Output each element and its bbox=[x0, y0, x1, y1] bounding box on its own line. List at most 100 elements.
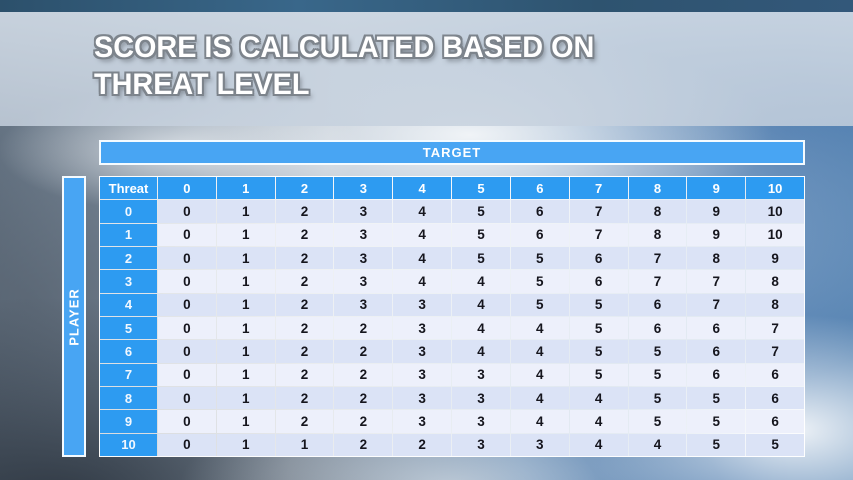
score-cell: 9 bbox=[687, 200, 746, 223]
score-cell: 4 bbox=[510, 340, 569, 363]
score-cell: 9 bbox=[746, 247, 804, 270]
score-cell: 3 bbox=[452, 363, 510, 386]
score-cell: 2 bbox=[275, 200, 334, 223]
row-header-cell: 8 bbox=[100, 387, 157, 410]
score-cell: 9 bbox=[687, 223, 746, 246]
score-cell: 0 bbox=[158, 363, 216, 386]
score-cell: 4 bbox=[569, 433, 628, 456]
score-cell: 1 bbox=[216, 223, 275, 246]
score-cell: 7 bbox=[628, 247, 687, 270]
score-cell: 7 bbox=[569, 200, 628, 223]
score-cell: 2 bbox=[275, 293, 334, 316]
score-cell: 6 bbox=[746, 387, 804, 410]
score-cell: 6 bbox=[687, 363, 746, 386]
slide-title-line1: SCORE IS CALCULATED BASED ON bbox=[94, 31, 595, 64]
score-cell: 10 bbox=[746, 200, 804, 223]
score-cell: 2 bbox=[334, 410, 393, 433]
score-cell: 2 bbox=[393, 433, 452, 456]
score-cell: 5 bbox=[687, 410, 746, 433]
column-header-cell: 2 bbox=[275, 177, 334, 200]
score-cell: 1 bbox=[216, 433, 275, 456]
score-cell: 0 bbox=[158, 317, 216, 340]
score-cell: 6 bbox=[510, 200, 569, 223]
score-cell: 7 bbox=[628, 270, 687, 293]
score-cell: 5 bbox=[510, 293, 569, 316]
score-cell: 4 bbox=[510, 410, 569, 433]
score-cell: 3 bbox=[452, 410, 510, 433]
score-cell: 5 bbox=[628, 340, 687, 363]
score-cell: 4 bbox=[452, 340, 510, 363]
score-cell: 4 bbox=[510, 363, 569, 386]
score-cell: 10 bbox=[746, 223, 804, 246]
row-header-cell: 5 bbox=[100, 317, 157, 340]
score-cell: 2 bbox=[334, 363, 393, 386]
row-header-cell: 6 bbox=[100, 340, 157, 363]
target-axis-label: TARGET bbox=[422, 145, 482, 160]
score-cell: 3 bbox=[393, 410, 452, 433]
score-table: Threat 0 1 2 3 4 5 6 7 8 9 10 0 0 1 2 3 4 5 6 7 8 9 10 1 0 1 2 3 4 5 6 7… bbox=[99, 176, 805, 457]
score-cell: 8 bbox=[746, 293, 804, 316]
score-cell: 6 bbox=[569, 270, 628, 293]
score-cell: 5 bbox=[569, 293, 628, 316]
score-cell: 5 bbox=[569, 363, 628, 386]
row-header-cell: 0 bbox=[100, 200, 157, 223]
score-cell: 3 bbox=[393, 340, 452, 363]
score-cell: 6 bbox=[628, 317, 687, 340]
score-cell: 0 bbox=[158, 200, 216, 223]
score-cell: 0 bbox=[158, 387, 216, 410]
score-cell: 2 bbox=[275, 247, 334, 270]
column-header-cell: 9 bbox=[687, 177, 746, 200]
score-cell: 4 bbox=[393, 270, 452, 293]
score-cell: 2 bbox=[334, 433, 393, 456]
score-cell: 5 bbox=[569, 340, 628, 363]
target-axis-bar: TARGET bbox=[99, 140, 805, 165]
score-cell: 2 bbox=[334, 340, 393, 363]
score-cell: 1 bbox=[216, 293, 275, 316]
row-header-cell: 2 bbox=[100, 247, 157, 270]
score-cell: 0 bbox=[158, 223, 216, 246]
score-cell: 0 bbox=[158, 340, 216, 363]
score-cell: 8 bbox=[746, 270, 804, 293]
score-cell: 1 bbox=[275, 433, 334, 456]
score-cell: 4 bbox=[452, 293, 510, 316]
score-cell: 1 bbox=[216, 317, 275, 340]
score-cell: 7 bbox=[746, 340, 804, 363]
score-cell: 4 bbox=[393, 200, 452, 223]
row-header-cell: 4 bbox=[100, 293, 157, 316]
score-cell: 2 bbox=[275, 410, 334, 433]
score-cell: 2 bbox=[334, 317, 393, 340]
score-cell: 3 bbox=[452, 387, 510, 410]
score-cell: 8 bbox=[687, 247, 746, 270]
slide-title-line2: THREAT LEVEL bbox=[94, 68, 310, 101]
row-header-cell: 1 bbox=[100, 223, 157, 246]
score-cell: 1 bbox=[216, 410, 275, 433]
player-axis-label: PLAYER bbox=[66, 287, 82, 346]
score-cell: 0 bbox=[158, 410, 216, 433]
score-cell: 0 bbox=[158, 293, 216, 316]
title-band: SCORE IS CALCULATED BASED ON THREAT LEVE… bbox=[0, 12, 853, 126]
corner-header-cell: Threat bbox=[100, 177, 157, 200]
column-header-cell: 0 bbox=[158, 177, 216, 200]
score-cell: 4 bbox=[393, 223, 452, 246]
row-header-cell: 3 bbox=[100, 270, 157, 293]
column-header-cell: 3 bbox=[334, 177, 393, 200]
score-cell: 3 bbox=[452, 433, 510, 456]
score-cell: 5 bbox=[452, 223, 510, 246]
score-cell: 5 bbox=[510, 247, 569, 270]
score-cell: 3 bbox=[393, 387, 452, 410]
score-cell: 1 bbox=[216, 270, 275, 293]
score-cell: 4 bbox=[569, 387, 628, 410]
score-cell: 2 bbox=[275, 340, 334, 363]
score-cell: 2 bbox=[275, 223, 334, 246]
score-cell: 2 bbox=[275, 387, 334, 410]
column-header-cell: 5 bbox=[452, 177, 510, 200]
score-cell: 5 bbox=[687, 433, 746, 456]
score-cell: 5 bbox=[628, 363, 687, 386]
score-cell: 7 bbox=[569, 223, 628, 246]
column-header-cell: 1 bbox=[216, 177, 275, 200]
score-cell: 5 bbox=[687, 387, 746, 410]
score-cell: 3 bbox=[334, 270, 393, 293]
score-cell: 4 bbox=[510, 387, 569, 410]
score-cell: 5 bbox=[628, 387, 687, 410]
score-cell: 2 bbox=[275, 317, 334, 340]
